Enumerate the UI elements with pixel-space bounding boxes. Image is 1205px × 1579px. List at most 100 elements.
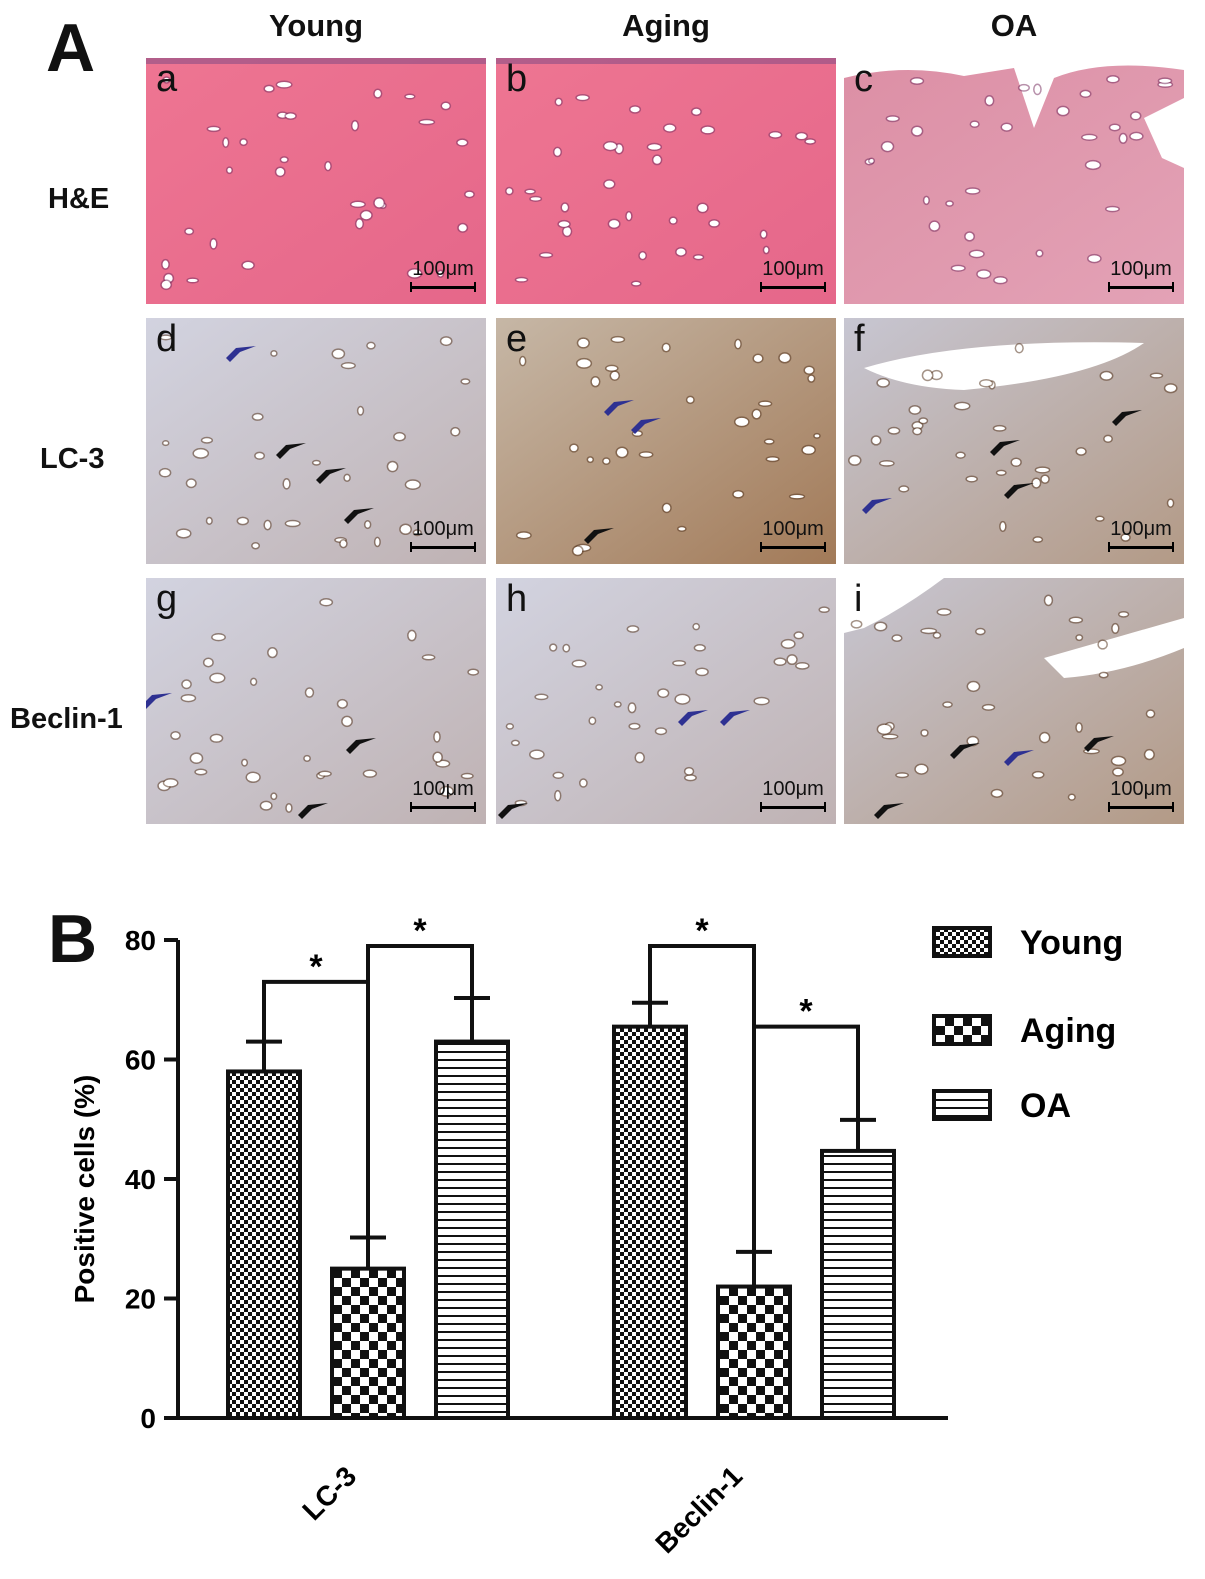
scale-line <box>760 542 826 552</box>
panel-b-letter: B <box>48 901 98 977</box>
tile-letter: b <box>506 58 528 100</box>
significance-bracket <box>366 943 474 1238</box>
row-header-lc3: LC-3 <box>40 443 105 475</box>
bar-chart: 0 20 40 60 80 Positive cells (%) LC-3 Beclin-1 *… <box>69 912 1123 1559</box>
tissue-image <box>496 58 836 304</box>
tile-letter: d <box>156 318 178 360</box>
arrow-icon <box>276 441 306 459</box>
legend-swatch-young <box>932 926 992 958</box>
tissue-image <box>844 578 1184 824</box>
scale-bar: 100μm <box>760 779 826 812</box>
arrow-icon <box>344 506 374 524</box>
column-header-young: Young <box>268 8 364 43</box>
arrow-icon <box>990 438 1020 456</box>
significance-bracket <box>752 1024 860 1252</box>
arrow-icon <box>720 708 750 726</box>
scale-label: 100μm <box>1110 258 1172 280</box>
tile-letter: f <box>854 318 865 360</box>
arrow-icon <box>678 708 708 726</box>
scale-label: 100μm <box>412 778 474 800</box>
bar-aging-0 <box>330 1266 406 1420</box>
significance-star: * <box>309 948 323 986</box>
arrow-icon <box>226 344 256 362</box>
arrow-icon <box>950 741 980 759</box>
scale-line <box>760 282 826 292</box>
row-header-beclin1: Beclin-1 <box>10 703 123 735</box>
bar-young-0 <box>226 1069 302 1420</box>
scale-line <box>410 802 476 812</box>
scale-label: 100μm <box>1110 778 1172 800</box>
bar-aging-1 <box>716 1284 792 1421</box>
scale-label: 100μm <box>412 258 474 280</box>
y-tick-label: 40 <box>125 1164 156 1195</box>
micrograph-tile-d: d 100μm <box>146 318 486 564</box>
y-axis-label: Positive cells (%) <box>69 1075 100 1304</box>
scale-bar: 100μm <box>410 259 476 292</box>
scale-label: 100μm <box>762 258 824 280</box>
micrograph-tile-h: h 100μm <box>496 578 836 824</box>
bar-young-1 <box>612 1024 688 1420</box>
scale-bar: 100μm <box>760 519 826 552</box>
scale-line <box>410 542 476 552</box>
micrograph-tile-a: a 100μm <box>146 58 486 304</box>
micrograph-tile-b: b 100μm <box>496 58 836 304</box>
tissue-image <box>844 58 1184 304</box>
legend-label-oa: OA <box>1020 1087 1071 1125</box>
scale-line <box>1108 802 1174 812</box>
micrograph-tile-c: c 100μm <box>844 58 1184 304</box>
legend-label-young: Young <box>1020 924 1123 962</box>
column-header-oa: OA <box>990 8 1038 43</box>
legend-label-aging: Aging <box>1020 1012 1116 1050</box>
scale-label: 100μm <box>1110 518 1172 540</box>
micrograph-tile-i: i 100μm <box>844 578 1184 824</box>
arrow-icon <box>874 801 904 819</box>
scale-bar: 100μm <box>1108 779 1174 812</box>
arrow-icon <box>298 801 328 819</box>
arrow-icon <box>498 801 528 819</box>
significance-star: * <box>695 912 709 950</box>
tissue-image <box>496 318 836 564</box>
significance-star: * <box>799 993 813 1031</box>
micrograph-tile-f: f 100μm <box>844 318 1184 564</box>
arrow-icon <box>604 398 634 416</box>
x-tick-label: Beclin-1 <box>649 1460 748 1559</box>
scale-bar: 100μm <box>410 519 476 552</box>
y-tick-label: 0 <box>140 1403 156 1434</box>
tissue-image <box>496 578 836 824</box>
arrow-icon <box>146 691 172 709</box>
tile-letter: c <box>854 58 873 100</box>
scale-line <box>1108 542 1174 552</box>
arrow-icon <box>346 736 376 754</box>
x-tick-label: LC-3 <box>296 1460 362 1526</box>
tissue-image <box>146 578 486 824</box>
scale-bar: 100μm <box>760 259 826 292</box>
scale-line <box>1108 282 1174 292</box>
scale-line <box>760 802 826 812</box>
tissue-image <box>146 58 486 304</box>
scale-label: 100μm <box>412 518 474 540</box>
legend-swatch-oa <box>932 1089 992 1121</box>
bar-oa-0 <box>434 1039 510 1420</box>
tile-letter: h <box>506 578 528 620</box>
arrow-icon <box>584 526 614 544</box>
arrow-icon <box>631 416 661 434</box>
scale-bar: 100μm <box>1108 519 1174 552</box>
tile-letter: e <box>506 318 528 360</box>
tile-letter: i <box>854 578 863 620</box>
row-header-he: H&E <box>48 183 110 215</box>
arrow-icon <box>1084 734 1114 752</box>
scale-label: 100μm <box>762 518 824 540</box>
bar-oa-1 <box>820 1148 896 1420</box>
tile-letter: g <box>156 578 178 620</box>
arrow-icon <box>1004 748 1034 766</box>
scale-bar: 100μm <box>410 779 476 812</box>
scale-bar: 100μm <box>1108 259 1174 292</box>
arrow-icon <box>316 466 346 484</box>
y-tick-label: 80 <box>125 925 156 956</box>
column-header-aging: Aging <box>622 8 710 43</box>
micrograph-tile-g: g 100μm <box>146 578 486 824</box>
scale-label: 100μm <box>762 778 824 800</box>
micrograph-tile-e: e 100μm <box>496 318 836 564</box>
tile-letter: a <box>156 58 178 100</box>
arrow-icon <box>862 496 892 514</box>
